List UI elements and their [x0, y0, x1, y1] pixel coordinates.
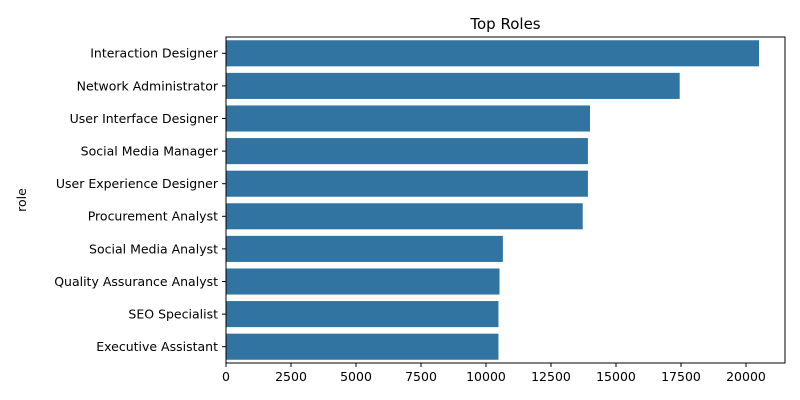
bar-4 — [226, 170, 588, 197]
bar-8 — [226, 301, 499, 328]
bar-6 — [226, 235, 503, 262]
bar-1 — [226, 72, 680, 99]
y-tick-label-6: Social Media Analyst — [89, 241, 218, 256]
bar-0 — [226, 40, 759, 67]
x-tick-label-6: 15000 — [596, 369, 636, 384]
x-tick-label-2: 5000 — [340, 369, 372, 384]
bar-3 — [226, 138, 588, 165]
bar-7 — [226, 268, 500, 295]
x-tick-label-8: 20000 — [726, 369, 766, 384]
x-tick-label-1: 2500 — [275, 369, 307, 384]
bar-5 — [226, 203, 583, 230]
plot-area-frame — [225, 36, 786, 364]
y-tick-label-0: Interaction Designer — [90, 46, 219, 61]
y-tick-label-9: Executive Assistant — [96, 339, 218, 354]
bars-group — [226, 40, 759, 360]
y-tick-label-2: User Interface Designer — [70, 111, 219, 126]
y-tick-label-8: SEO Specialist — [128, 306, 218, 321]
x-tick-label-4: 10000 — [466, 369, 506, 384]
y-axis-label: role — [14, 188, 29, 212]
x-axis-ticks: 0 2500 5000 7500 10000 12500 15000 17500 20000 — [222, 363, 766, 384]
x-tick-label-5: 12500 — [531, 369, 571, 384]
bar-2 — [226, 105, 590, 132]
x-tick-label-7: 17500 — [661, 369, 701, 384]
chart-title: Top Roles — [469, 15, 540, 33]
x-tick-label-0: 0 — [222, 369, 230, 384]
y-tick-label-7: Quality Assurance Analyst — [54, 274, 218, 289]
y-tick-label-1: Network Administrator — [77, 78, 219, 93]
bar-9 — [226, 333, 499, 360]
y-tick-label-5: Procurement Analyst — [88, 209, 218, 224]
y-tick-label-3: Social Media Manager — [81, 143, 219, 158]
y-tick-label-4: User Experience Designer — [56, 176, 219, 191]
y-axis-ticks: Interaction Designer Network Administrato… — [54, 46, 226, 354]
x-tick-label-3: 7500 — [405, 369, 437, 384]
